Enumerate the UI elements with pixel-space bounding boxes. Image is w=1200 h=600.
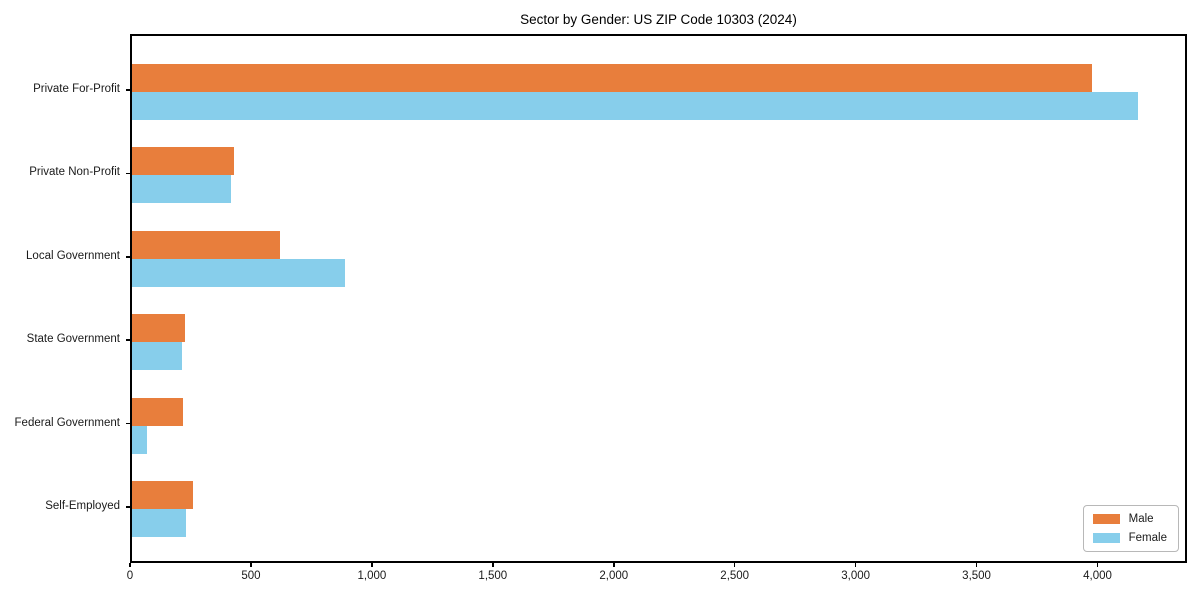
bar-female-4 — [132, 342, 182, 371]
legend-label-male: Male — [1128, 513, 1154, 525]
bar-female-3 — [132, 258, 345, 287]
bar-male-6 — [132, 481, 193, 509]
x-tick-label: 1,500 — [478, 570, 508, 582]
x-tick-mark — [733, 563, 736, 567]
x-tick-mark — [129, 563, 131, 567]
y-tick-mark — [126, 422, 130, 425]
x-tick-label: 2,500 — [720, 570, 750, 582]
y-tick-label: Private Non-Profit — [29, 166, 120, 179]
x-tick-mark — [492, 563, 494, 567]
legend: Male Female — [1082, 505, 1179, 552]
bar-male-2 — [132, 147, 234, 176]
bar-male-1 — [132, 64, 1093, 92]
x-tick-label: 1,000 — [357, 570, 387, 582]
x-tick-label: 2,000 — [599, 570, 629, 582]
y-tick-label: Self-Employed — [45, 500, 120, 512]
x-tick-mark — [975, 563, 978, 567]
legend-entry-female: Female — [1092, 532, 1167, 544]
y-tick-mark — [126, 339, 130, 341]
x-tick-mark — [613, 563, 615, 567]
y-tick-mark — [126, 89, 130, 91]
x-tick-label: 3,000 — [841, 570, 871, 582]
y-tick-label: Private For-Profit — [33, 83, 120, 95]
x-tick-label: 4,000 — [1083, 570, 1112, 582]
bar-female-1 — [132, 92, 1139, 120]
legend-swatch-male-icon — [1092, 514, 1120, 524]
y-tick-label: State Government — [26, 333, 120, 346]
x-tick-mark — [854, 563, 857, 567]
bar-male-4 — [132, 314, 186, 343]
y-tick-label: Local Government — [26, 249, 120, 262]
bar-male-5 — [132, 397, 183, 426]
legend-label-female: Female — [1128, 532, 1167, 544]
x-tick-label: 3,500 — [962, 570, 991, 582]
plot-area: Male Female — [130, 34, 1187, 563]
bar-female-6 — [132, 509, 187, 537]
y-tick-mark — [126, 256, 130, 258]
bar-female-5 — [132, 425, 147, 454]
bar-female-2 — [132, 175, 232, 204]
x-tick-label: 500 — [241, 570, 261, 582]
bar-male-3 — [132, 230, 280, 259]
y-tick-mark — [126, 172, 130, 175]
y-tick-mark — [126, 506, 130, 508]
legend-swatch-female-icon — [1092, 533, 1120, 543]
x-tick-mark — [371, 563, 373, 567]
x-tick-label: 0 — [126, 570, 134, 582]
x-tick-mark — [1096, 563, 1099, 567]
y-tick-label: Federal Government — [14, 416, 120, 429]
legend-entry-male: Male — [1092, 513, 1167, 525]
bars — [132, 36, 1185, 561]
x-tick-mark — [250, 563, 252, 567]
chart-title: Sector by Gender: US ZIP Code 10303 (202… — [520, 12, 797, 27]
